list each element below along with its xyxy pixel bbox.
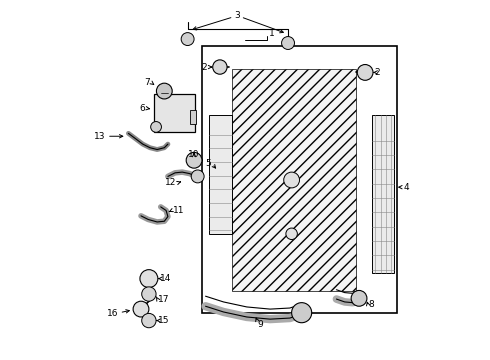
Circle shape [282, 37, 294, 49]
Text: 11: 11 [172, 206, 184, 215]
Circle shape [181, 33, 194, 45]
Circle shape [191, 170, 204, 183]
Text: 8: 8 [368, 300, 374, 309]
Circle shape [286, 228, 297, 239]
Text: 4: 4 [404, 183, 410, 192]
Bar [153, 94, 195, 132]
Circle shape [133, 301, 149, 317]
Circle shape [292, 303, 312, 323]
Circle shape [151, 122, 161, 132]
Circle shape [284, 172, 299, 188]
Circle shape [186, 152, 202, 168]
Text: 12: 12 [165, 178, 176, 187]
Bar [371, 116, 394, 273]
Text: 15: 15 [158, 316, 170, 325]
Circle shape [213, 60, 227, 74]
Text: 9: 9 [258, 320, 263, 329]
Circle shape [142, 287, 156, 301]
Text: 10: 10 [188, 150, 200, 159]
Text: 7: 7 [144, 78, 150, 87]
Text: 16: 16 [107, 309, 119, 318]
Text: 1: 1 [270, 29, 275, 38]
Bar [232, 69, 356, 291]
Text: 2: 2 [202, 63, 207, 72]
Bar [202, 45, 397, 313]
Text: 2: 2 [375, 68, 380, 77]
Bar [209, 116, 232, 234]
Text: 17: 17 [158, 294, 170, 303]
Text: 5: 5 [205, 159, 211, 168]
Circle shape [156, 83, 172, 99]
Text: 6: 6 [140, 104, 146, 113]
Circle shape [142, 314, 156, 328]
Text: 3: 3 [234, 10, 240, 19]
Text: 14: 14 [160, 274, 172, 283]
Text: 13: 13 [95, 132, 106, 141]
Circle shape [351, 291, 367, 306]
Circle shape [357, 64, 373, 80]
Bar [190, 110, 196, 125]
Circle shape [140, 270, 158, 288]
